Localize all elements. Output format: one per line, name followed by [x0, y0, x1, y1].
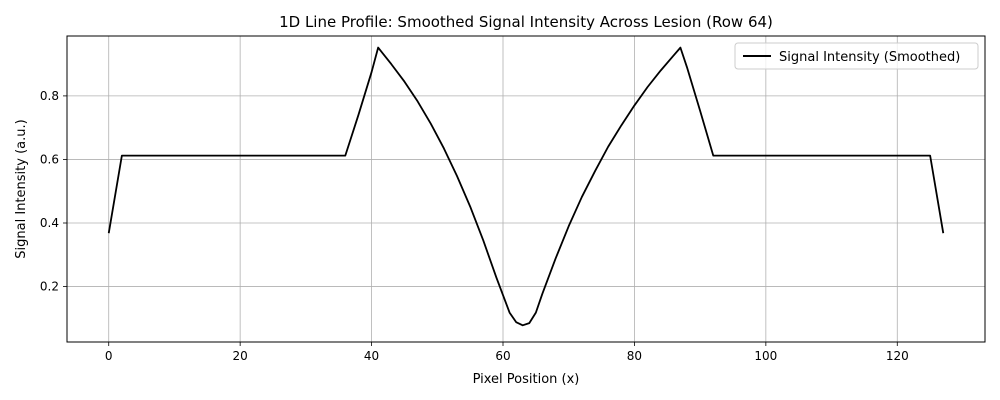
x-tick-label: 100: [754, 349, 777, 363]
y-tick-label: 0.4: [40, 216, 59, 230]
x-tick-label: 60: [495, 349, 510, 363]
grid-lines: [67, 36, 985, 342]
x-tick-label: 120: [886, 349, 909, 363]
legend-box: [734, 42, 979, 70]
plot-area: [67, 36, 985, 342]
y-tick-label: 0.8: [40, 89, 59, 103]
series-line: [107, 46, 945, 327]
x-axis-label: Pixel Position (x): [473, 372, 580, 387]
y-ticks: 0.2 0.4 0.6 0.8: [40, 89, 67, 294]
x-tick-label: 20: [233, 349, 248, 363]
legend: Signal Intensity (Smoothed): [734, 42, 979, 70]
x-tick-label: 0: [105, 349, 113, 363]
y-tick-label: 0.2: [40, 280, 59, 294]
x-tick-label: 80: [627, 349, 642, 363]
x-ticks: 0 20 40 60 80 100 120: [105, 342, 909, 363]
series-group: [107, 46, 945, 327]
chart-title: 1D Line Profile: Smoothed Signal Intensi…: [279, 13, 773, 31]
legend-label: Signal Intensity (Smoothed): [779, 50, 960, 65]
x-tick-label: 40: [364, 349, 379, 363]
y-axis-label: Signal Intensity (a.u.): [14, 119, 29, 258]
y-tick-label: 0.6: [40, 152, 59, 166]
plot-frame: [66, 35, 986, 343]
